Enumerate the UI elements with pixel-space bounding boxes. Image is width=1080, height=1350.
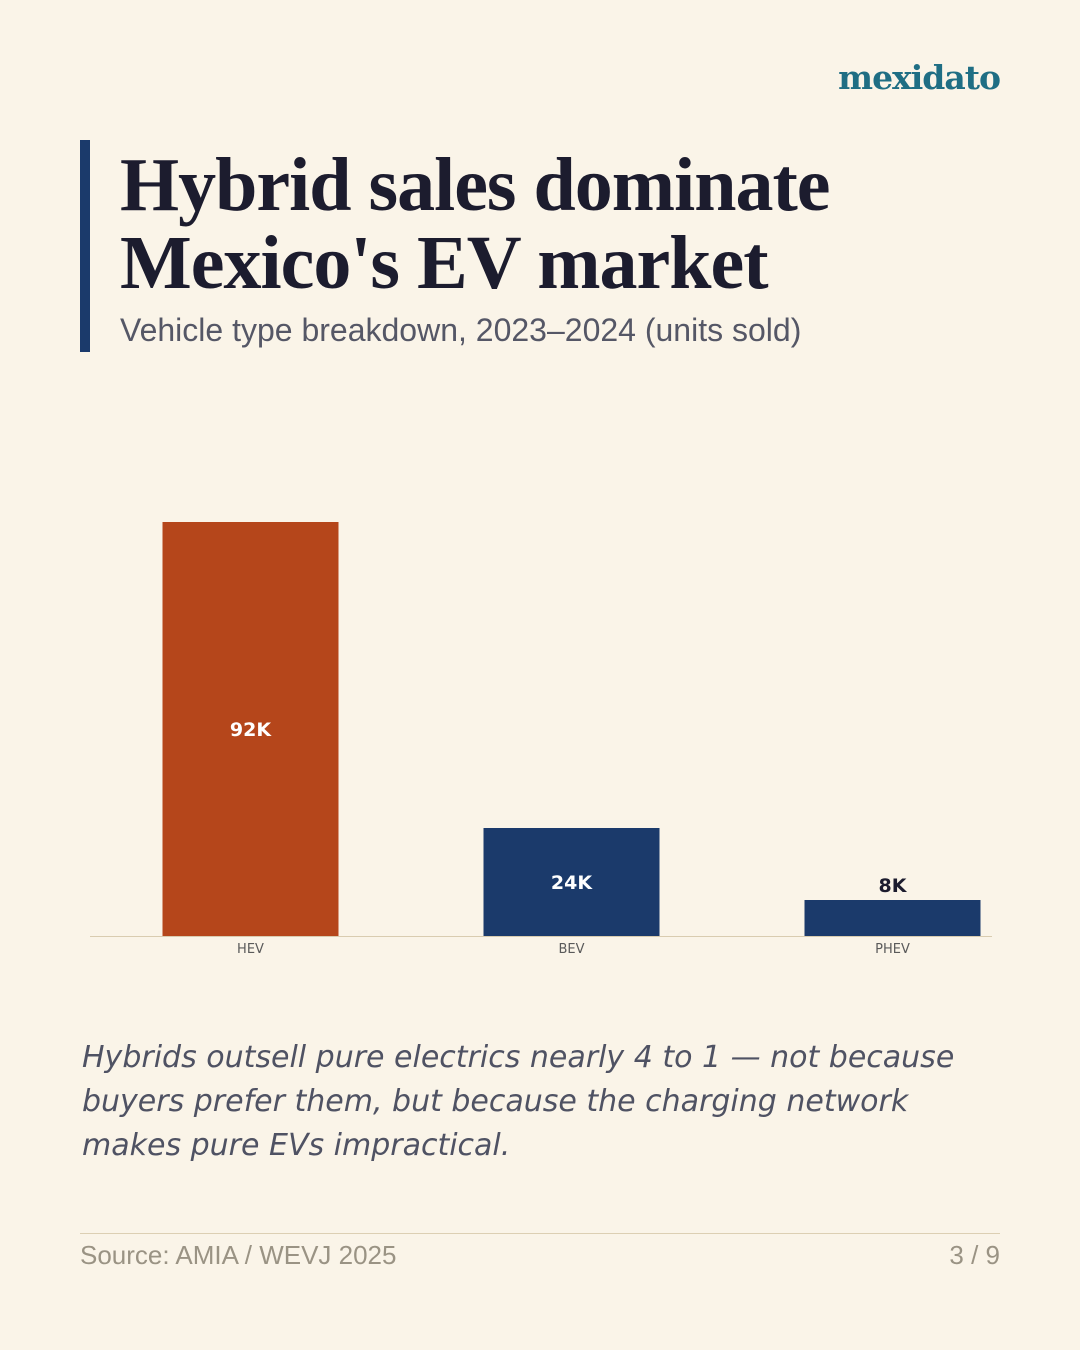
bar-bev [483,828,660,936]
page-indicator: 3 / 9 [949,1240,1000,1270]
bar-phev [804,900,981,936]
title-block: Hybrid sales dominate Mexico's EV market… [80,140,1000,352]
data-label-phev: 8K [879,875,908,897]
data-label-bev: 24K [551,872,593,894]
tick-label-phev: PHEV [875,942,910,957]
brand-logo: mexidato [838,58,1001,97]
takeaway-text: Hybrids outsell pure electrics nearly 4 … [82,1040,955,1163]
bar-hev [162,522,339,936]
page-title: Hybrid sales dominate Mexico's EV market [120,146,1000,302]
tick-label-bev: BEV [558,942,584,957]
footer-divider [80,1233,1000,1234]
title-line-1: Hybrid sales dominate [120,143,831,227]
bar-chart: 92K HEV 24K BEV 8K PHEV [90,522,992,957]
title-line-2: Mexico's EV market [120,221,769,305]
data-label-hev: 92K [230,719,272,741]
source-note: Source: AMIA / WEVJ 2025 [80,1240,397,1270]
tick-label-hev: HEV [237,942,264,957]
subtitle: Vehicle type breakdown, 2023–2024 (units… [120,312,802,348]
